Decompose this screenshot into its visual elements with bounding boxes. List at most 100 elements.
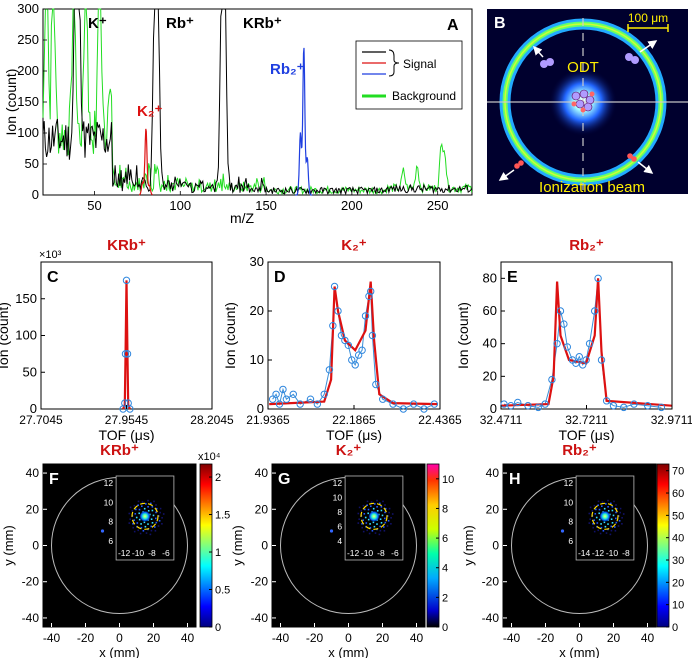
- inset-pixel: [603, 507, 606, 510]
- y-tick-label: 100: [17, 125, 39, 140]
- data-point: [534, 403, 542, 412]
- colorbar-tick-label: 2: [442, 592, 448, 604]
- data-point: [337, 331, 346, 340]
- y-tick-label: 0: [32, 187, 39, 202]
- colorbar-tick-label: 20: [672, 577, 684, 589]
- inset-x-tick-label: -6: [162, 548, 170, 558]
- inset-pixel: [602, 530, 605, 532]
- panel-a-plot-area: [42, 8, 473, 196]
- x-axis-label: x (mm): [559, 645, 599, 658]
- inset-pixel: [605, 532, 608, 534]
- data-point: [399, 405, 408, 413]
- x-tick-label: 50: [87, 198, 101, 213]
- ion-lower-right: [627, 153, 633, 159]
- y-axis-label: y (mm): [1, 525, 16, 565]
- inset-pixel: [366, 529, 368, 532]
- data-point: [582, 356, 590, 364]
- inset-pixel: [619, 511, 621, 514]
- data-point: [620, 403, 628, 412]
- inset-pixel: [593, 504, 596, 507]
- data-point: [289, 390, 297, 398]
- fit-curve: [500, 278, 672, 407]
- x-axis-label: x (mm): [99, 645, 139, 658]
- x-tick-label: 0: [576, 631, 583, 645]
- colorbar-tick-label: 10: [442, 474, 454, 486]
- data-point: [365, 292, 373, 300]
- ion-upper-right: [631, 56, 639, 64]
- data-point: [306, 395, 315, 403]
- inset-pixel: [601, 505, 603, 507]
- inset-pixel: [607, 506, 609, 508]
- y-axis-label: y (mm): [230, 525, 245, 565]
- inset-pixel: [147, 499, 149, 502]
- inset-pixel: [147, 523, 149, 525]
- inset-pixel: [380, 522, 383, 524]
- inset-y-tick-label: 6: [337, 521, 342, 531]
- x-tick-label: -40: [43, 631, 61, 645]
- x-tick-label: 20: [376, 631, 390, 645]
- molecule: [580, 107, 586, 113]
- y-tick-label: -40: [22, 611, 40, 625]
- inset-y-tick-label: 6: [108, 536, 113, 546]
- inset-pixel: [374, 532, 377, 534]
- legend-brace: [388, 49, 400, 77]
- y-tick-label: 30: [250, 254, 264, 269]
- peak-label-krb: KRb⁺: [243, 15, 282, 32]
- inset-hotspot: [599, 510, 611, 523]
- inset-pixel: [379, 518, 382, 520]
- colorbar-tick-label: 8: [442, 503, 448, 515]
- inset-pixel: [603, 521, 606, 524]
- inset-pixel: [381, 514, 384, 517]
- inset-pixel: [152, 514, 155, 517]
- ion-spot: [560, 529, 565, 533]
- inset-pixel: [376, 506, 378, 508]
- data-point: [351, 361, 359, 369]
- inset-pixel: [145, 503, 147, 505]
- inset-pixel: [161, 517, 163, 519]
- data-point: [344, 341, 353, 349]
- ion-spot: [100, 529, 105, 533]
- inset-pixel: [137, 504, 139, 506]
- inset-pixel: [150, 529, 153, 532]
- inset-pixel: [367, 518, 370, 521]
- y-axis-label: Ion (count): [222, 302, 238, 369]
- inset-pixel: [614, 530, 617, 532]
- ion-upper-right: [625, 53, 633, 61]
- molecule: [579, 89, 589, 99]
- inset-pixel: [140, 526, 143, 529]
- inset-pixel: [609, 533, 612, 536]
- inset-pixel: [144, 525, 147, 528]
- panel-letter: E: [507, 269, 518, 286]
- inset-pixel: [363, 513, 366, 515]
- data-point: [123, 350, 132, 358]
- inset-pixel: [391, 513, 394, 515]
- inset-pixel: [610, 529, 613, 532]
- data-point: [579, 361, 587, 369]
- inset-pixel: [370, 501, 373, 503]
- panel-a-spectrum: 50 100 150 200 250 0 50 100 150 200 250 300 A K⁺ Rb…: [3, 1, 473, 226]
- series-line-signal-blue: [295, 47, 313, 196]
- panel-letter: D: [274, 269, 286, 286]
- inset-pixel: [129, 518, 131, 520]
- molecule-cluster: [571, 89, 595, 113]
- inset-pixel: [358, 506, 361, 509]
- inset-pixel: [372, 507, 375, 510]
- panel-b-letter: B: [494, 15, 506, 32]
- data-point: [361, 312, 370, 320]
- data-point: [590, 307, 599, 315]
- inset-pixel: [617, 515, 620, 517]
- x-axis-label: TOF (μs): [558, 427, 614, 443]
- inset-x-tick-label: -10: [606, 548, 619, 558]
- inset-pixel: [154, 526, 156, 528]
- inset-pixel: [589, 518, 591, 520]
- legend-background-label: Background: [392, 89, 456, 103]
- inset-pixel: [610, 518, 613, 520]
- inset-pixel: [379, 502, 381, 505]
- inset-pixel: [158, 520, 161, 522]
- inset-pixel: [150, 518, 153, 520]
- inset-pixel: [159, 511, 161, 514]
- inset-pixel: [151, 509, 154, 512]
- inset-pixel: [141, 505, 143, 507]
- arrow-upper-left: [532, 45, 544, 58]
